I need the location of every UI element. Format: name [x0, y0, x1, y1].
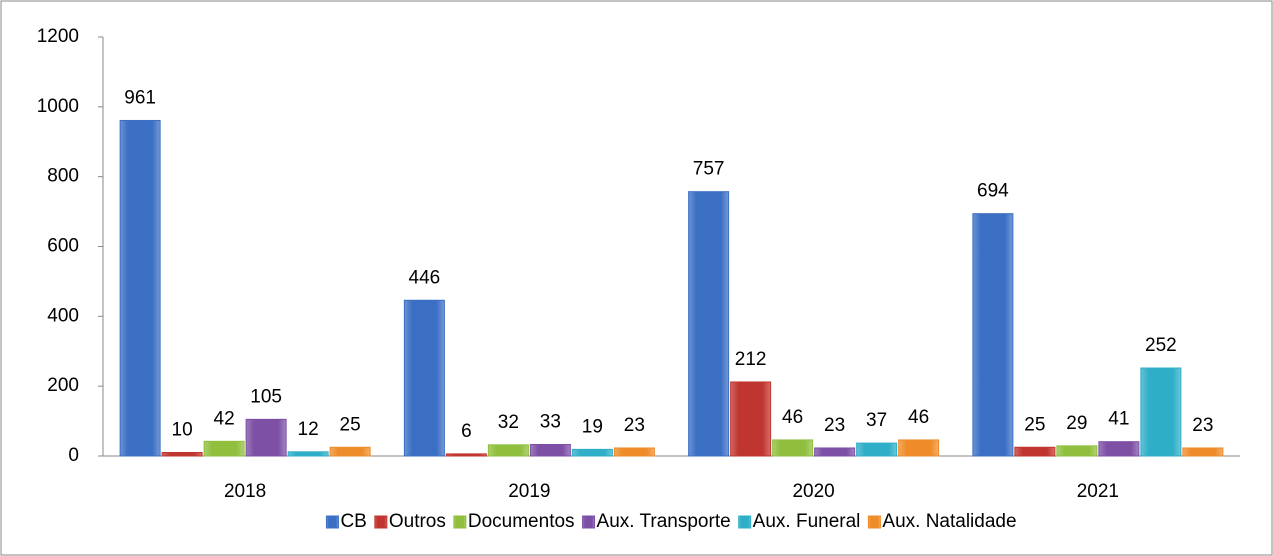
bar [814, 447, 856, 457]
data-label: 25 [340, 414, 361, 435]
x-tick-label: 2021 [1077, 481, 1119, 502]
bar [613, 447, 655, 457]
bar [688, 191, 730, 457]
legend-swatch [738, 515, 752, 529]
data-label: 446 [409, 267, 441, 288]
y-tick-label: 0 [68, 445, 79, 466]
data-label: 105 [250, 386, 282, 407]
data-label: 23 [1192, 415, 1213, 436]
data-label: 212 [735, 349, 767, 370]
data-label: 252 [1145, 335, 1177, 356]
legend-label: Aux. Natalidade [882, 511, 1016, 532]
x-tick-label: 2020 [792, 481, 834, 502]
data-label: 25 [1024, 414, 1045, 435]
bar [1140, 367, 1182, 457]
bar [245, 418, 287, 457]
data-label: 32 [498, 412, 519, 433]
legend-swatch [582, 515, 596, 529]
bar [1182, 447, 1224, 457]
bar [203, 440, 245, 457]
data-label: 29 [1066, 413, 1087, 434]
data-label: 46 [782, 407, 803, 428]
data-label: 42 [214, 408, 235, 429]
x-tick-label: 2018 [224, 481, 266, 502]
bar [161, 452, 203, 457]
bar [487, 444, 529, 457]
legend-label: Aux. Funeral [753, 511, 861, 532]
data-label: 37 [866, 410, 887, 431]
bar [772, 439, 814, 457]
bar [1056, 445, 1098, 457]
y-tick-label: 600 [47, 236, 79, 257]
data-label: 757 [693, 159, 725, 180]
bar [329, 446, 371, 457]
bar [119, 119, 161, 457]
data-label: 10 [172, 420, 193, 441]
data-label: 961 [124, 87, 156, 108]
bar [571, 448, 613, 457]
y-tick-label: 800 [47, 166, 79, 187]
data-label: 19 [582, 416, 603, 437]
data-label: 41 [1108, 409, 1129, 430]
bar [529, 443, 571, 457]
legend-swatch [453, 515, 467, 529]
legend-label: Outros [389, 511, 446, 532]
data-label: 694 [977, 181, 1009, 202]
legend-label: Aux. Transporte [597, 511, 731, 532]
bar [445, 453, 487, 457]
x-tick-label: 2019 [508, 481, 550, 502]
y-tick-label: 1000 [37, 96, 79, 117]
bar [287, 451, 329, 457]
data-label: 12 [298, 419, 319, 440]
legend-swatch [867, 515, 881, 529]
y-tick-label: 1200 [37, 26, 79, 47]
legend-label: Documentos [468, 511, 575, 532]
bar [1098, 441, 1140, 457]
data-label: 23 [624, 415, 645, 436]
bar [1014, 446, 1056, 457]
data-label: 6 [461, 421, 472, 442]
bar [730, 381, 772, 457]
data-label: 46 [908, 407, 929, 428]
y-tick-label: 200 [47, 375, 79, 396]
legend-swatch [325, 515, 339, 529]
legend-label: CB [340, 511, 366, 532]
data-label: 33 [540, 411, 561, 432]
data-label: 23 [824, 415, 845, 436]
y-tick-label: 400 [47, 305, 79, 326]
bar [856, 442, 898, 457]
bar [403, 299, 445, 457]
legend: CB Outros Documentos Aux. Transporte Aux. Fu… [325, 511, 1017, 532]
legend-swatch [374, 515, 388, 529]
bar [898, 439, 940, 457]
bar [972, 213, 1014, 457]
